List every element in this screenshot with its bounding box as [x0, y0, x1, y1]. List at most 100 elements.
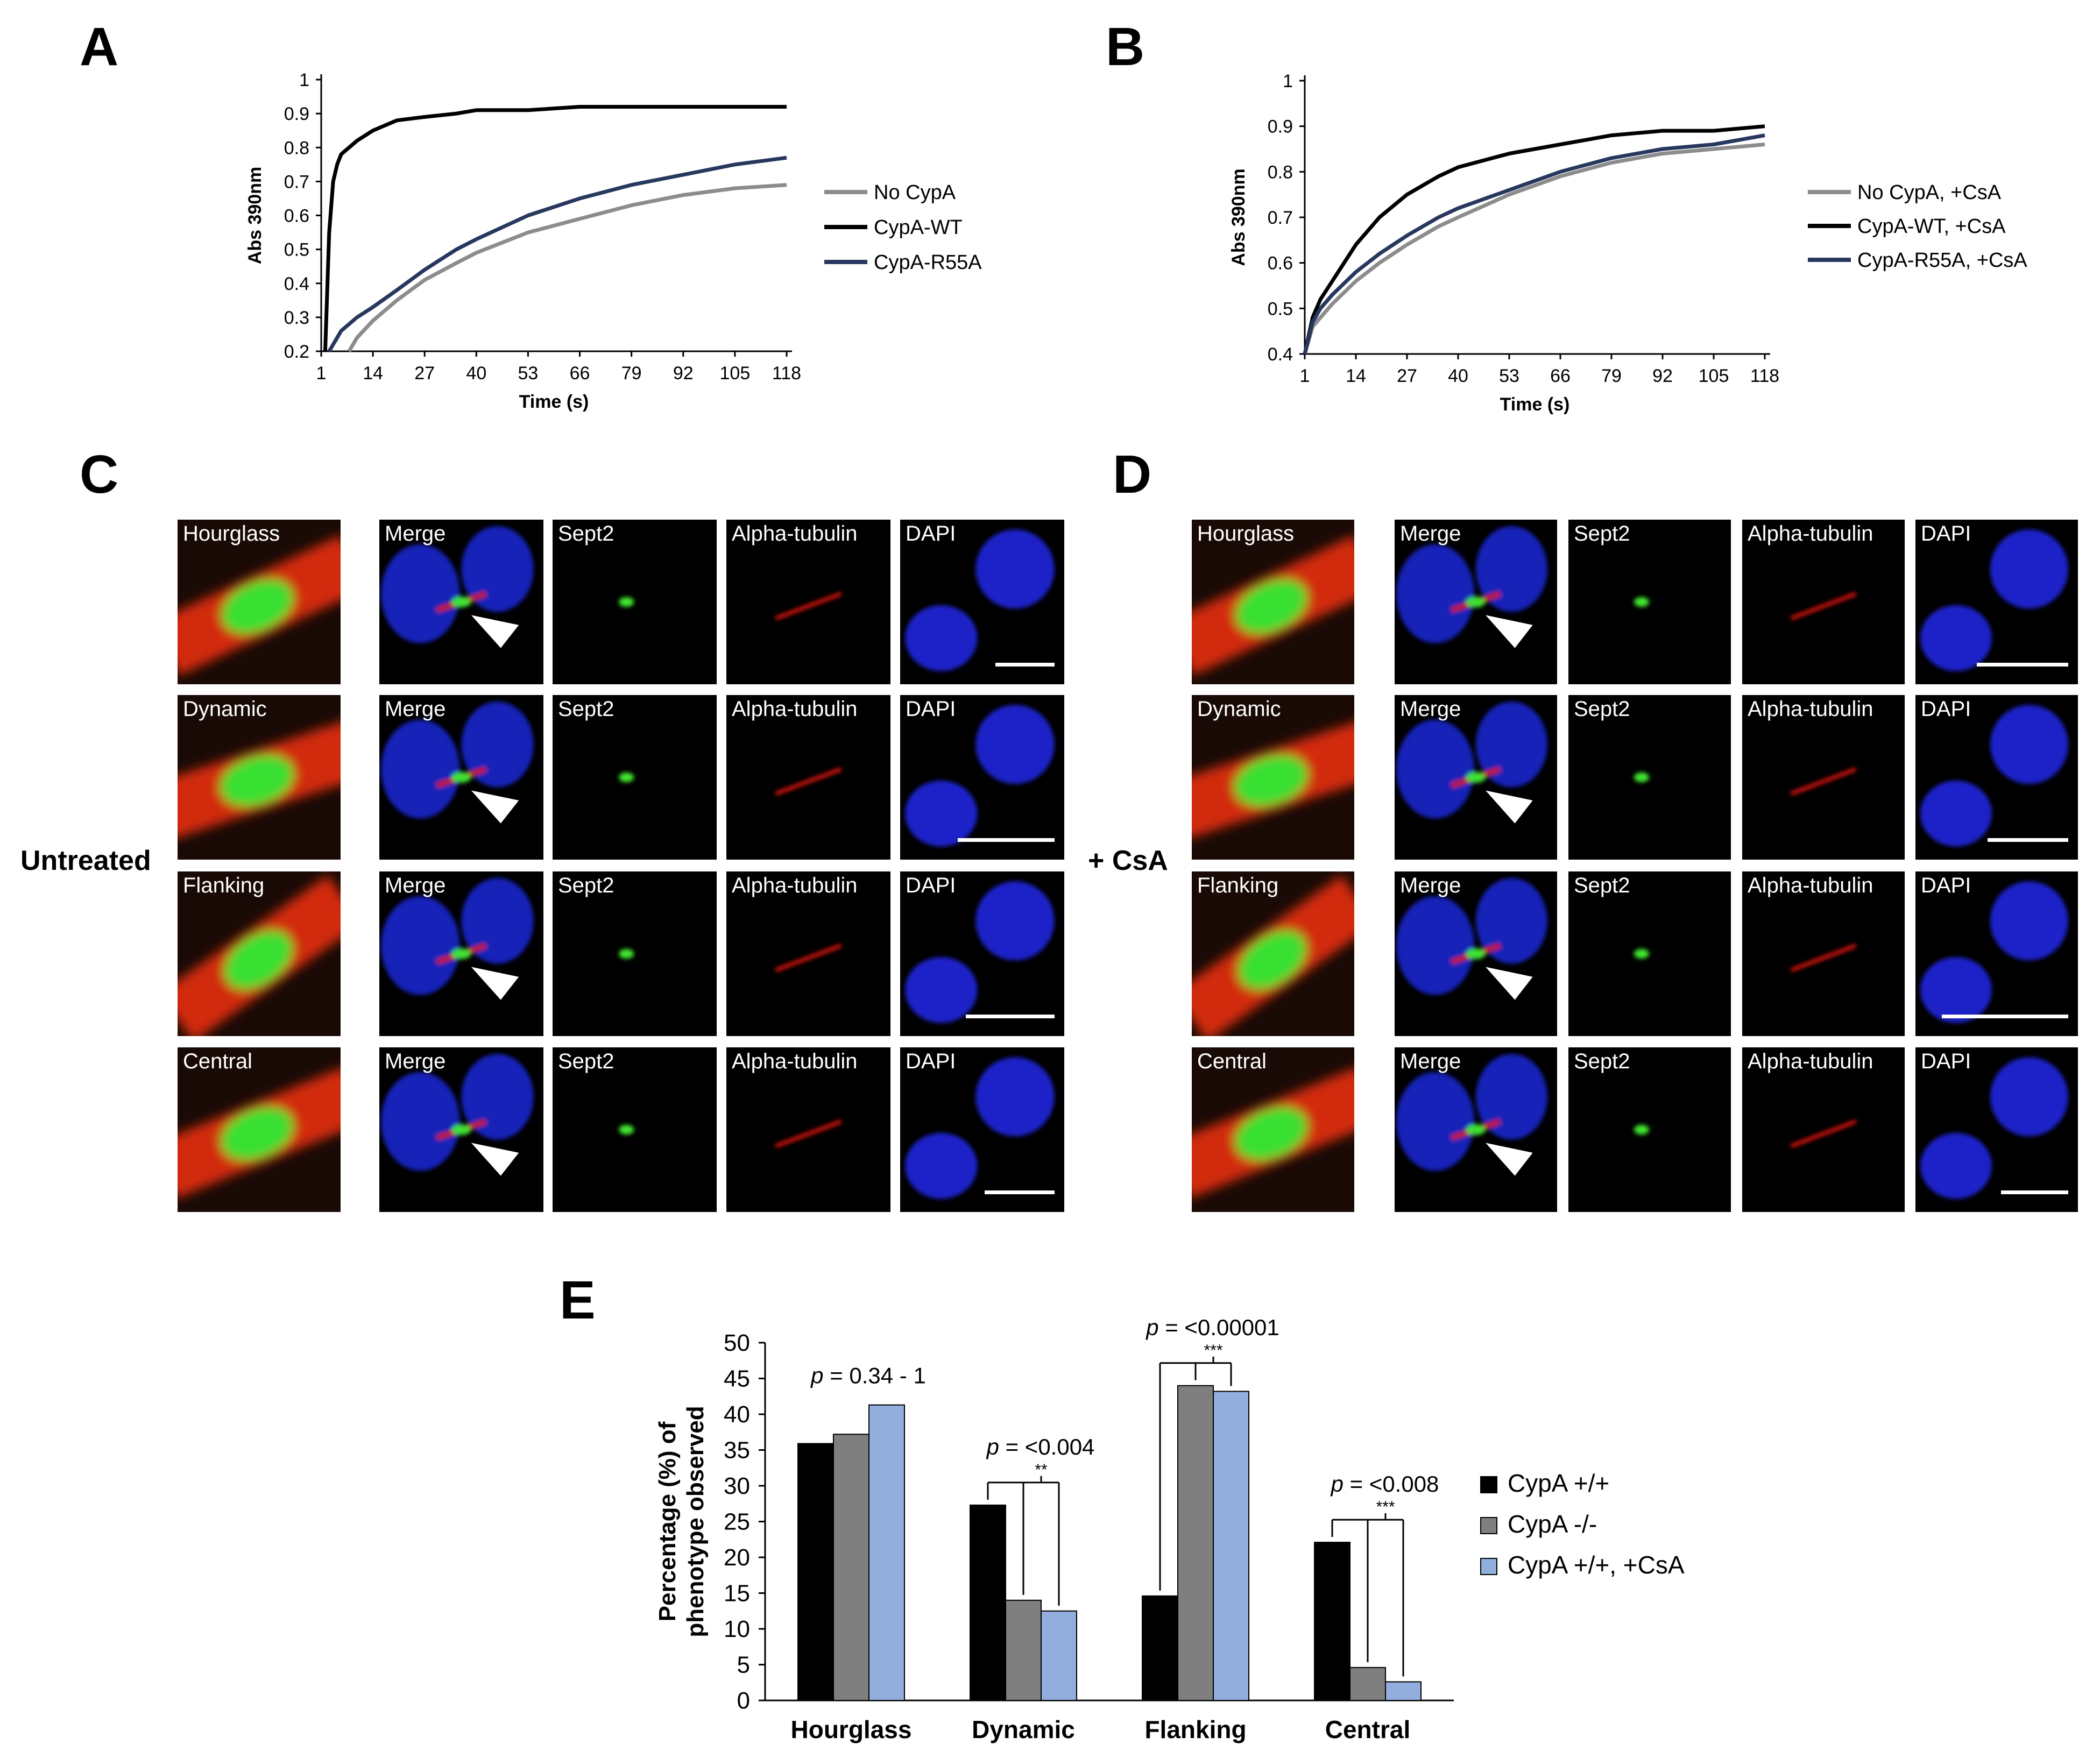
micrograph-merge: Merge: [379, 1047, 543, 1212]
bar-dynamic-series-2: [1005, 1599, 1042, 1701]
micrograph-label: Central: [183, 1050, 252, 1073]
micrograph-label: DAPI: [906, 522, 956, 545]
legend-label-1: No CypA, +CsA: [1857, 181, 2002, 204]
x-tick-label: 92: [673, 363, 694, 384]
p-value-text: = 0.34 - 1: [824, 1363, 926, 1388]
y-tick-label: 0.8: [284, 138, 309, 158]
p-value-label: p = <0.004: [986, 1434, 1095, 1459]
micrograph-dapi: DAPI: [1915, 1047, 2078, 1212]
micrograph-sept2: Sept2: [1568, 1047, 1731, 1212]
zoom-micrograph: Dynamic: [178, 695, 341, 860]
micrograph-label: DAPI: [1921, 1050, 1971, 1073]
micrograph-label: Sept2: [1574, 1050, 1630, 1073]
y-tick-label: 0.8: [1268, 162, 1293, 182]
micrograph-label: DAPI: [1921, 697, 1971, 721]
micrograph-label: Merge: [385, 697, 446, 721]
micrograph-sept2: Sept2: [553, 695, 717, 860]
scale-bar: [2001, 1190, 2068, 1194]
bar-hourglass-series-1: [797, 1443, 834, 1701]
y-tick-label: 35: [724, 1437, 750, 1464]
y-tick-label: 50: [724, 1330, 750, 1356]
micrograph-label: Merge: [1400, 697, 1461, 721]
category-label: Central: [1325, 1715, 1410, 1743]
untreated-label: Untreated: [20, 845, 151, 876]
micrograph-label: Flanking: [1197, 874, 1279, 897]
x-tick-label: 79: [1601, 366, 1622, 386]
micrograph-label: Alpha-tubulin: [1748, 522, 1873, 545]
series-line-3: [1303, 133, 1765, 355]
legend-label-2: CypA -/-: [1508, 1510, 1597, 1538]
legend-swatch-2: [1480, 1517, 1497, 1534]
micrograph-tub: Alpha-tubulin: [1742, 520, 1905, 684]
micrograph-label: Sept2: [1574, 697, 1630, 721]
x-tick-label: 40: [466, 363, 486, 384]
micrograph-dapi: DAPI: [900, 1047, 1064, 1212]
micrograph-label: Alpha-tubulin: [732, 522, 858, 545]
x-tick-label: 53: [1499, 366, 1519, 386]
zoom-micrograph: Flanking: [1192, 871, 1354, 1036]
micrograph-label: Dynamic: [183, 697, 267, 721]
x-tick-label: 105: [720, 363, 751, 384]
y-tick-label: 0.6: [1268, 253, 1293, 274]
scale-bar: [958, 838, 1055, 842]
micrograph-tub: Alpha-tubulin: [726, 695, 890, 860]
scale-bar: [985, 1190, 1055, 1194]
y-tick-label: 45: [724, 1366, 750, 1392]
micrograph-label: Merge: [1400, 1050, 1461, 1073]
panel-label-a: A: [80, 17, 119, 77]
zoom-micrograph: Flanking: [178, 871, 341, 1036]
micrograph-tub: Alpha-tubulin: [726, 520, 890, 684]
micrograph-dapi: DAPI: [900, 520, 1064, 684]
y-tick-label: 40: [724, 1401, 750, 1428]
micrograph-merge: Merge: [379, 695, 543, 860]
y-tick-label: 1: [299, 70, 309, 90]
bar-flanking-series-3: [1213, 1391, 1249, 1701]
csa-label: + CsA: [1088, 845, 1168, 876]
p-symbol: p: [810, 1363, 823, 1388]
micrograph-dapi: DAPI: [1915, 520, 2078, 684]
micrograph-label: DAPI: [906, 1050, 956, 1073]
micrograph-label: Sept2: [558, 1050, 614, 1073]
x-tick-label: 1: [1300, 366, 1310, 386]
y-tick-label: 25: [724, 1509, 750, 1535]
micrograph-tub: Alpha-tubulin: [726, 871, 890, 1036]
micrograph-label: Alpha-tubulin: [732, 697, 858, 721]
y-tick-label: 0.9: [284, 104, 309, 124]
bar-hourglass-series-3: [868, 1404, 905, 1701]
y-tick-label: 0.7: [1268, 208, 1293, 228]
micrograph-label: Merge: [385, 522, 446, 545]
legend-label-2: CypA-WT: [874, 216, 963, 239]
bar-flanking-series-2: [1177, 1385, 1214, 1702]
p-value-text: = <0.00001: [1159, 1315, 1279, 1340]
y-tick-label: 20: [724, 1544, 750, 1571]
micrograph-label: Sept2: [558, 522, 614, 545]
micrograph-dapi: DAPI: [1915, 871, 2078, 1036]
x-axis-label: Time (s): [519, 392, 589, 412]
x-axis-label: Time (s): [1500, 394, 1570, 415]
micrograph-merge: Merge: [379, 871, 543, 1036]
category-label: Hourglass: [791, 1715, 912, 1743]
y-tick-label: 0.5: [1268, 299, 1293, 319]
x-tick-label: 118: [1750, 366, 1779, 386]
x-tick-label: 92: [1652, 366, 1673, 386]
micrograph-label: Sept2: [1574, 874, 1630, 897]
y-axis-label: Abs 390nm: [1228, 168, 1249, 266]
bar-central-series-2: [1349, 1667, 1386, 1702]
bar-dynamic-series-3: [1041, 1610, 1077, 1701]
x-tick-label: 14: [363, 363, 383, 384]
p-value-label: p = 0.34 - 1: [810, 1363, 926, 1388]
micrograph-label: Hourglass: [183, 522, 280, 545]
y-tick-label: 0.7: [284, 172, 309, 192]
legend-label-2: CypA-WT, +CsA: [1857, 215, 2006, 238]
bar-central-series-3: [1385, 1681, 1422, 1701]
micrograph-label: Alpha-tubulin: [732, 874, 858, 897]
micrograph-label: DAPI: [1921, 874, 1971, 897]
y-axis-label-line-2: phenotype observed: [682, 1406, 709, 1637]
panel-label-b: B: [1106, 17, 1145, 77]
micrograph-label: Sept2: [1574, 522, 1630, 545]
micrograph-merge: Merge: [379, 520, 543, 684]
scale-bar: [995, 663, 1055, 667]
panel-label-c: C: [80, 444, 119, 505]
category-label: Dynamic: [972, 1715, 1075, 1743]
p-symbol: p: [1330, 1471, 1344, 1497]
